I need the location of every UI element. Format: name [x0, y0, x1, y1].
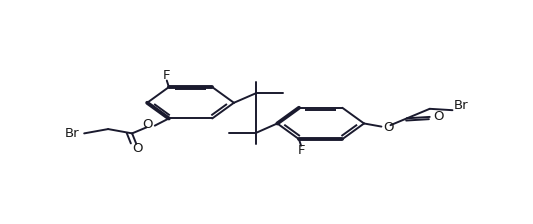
- Text: F: F: [163, 69, 171, 82]
- Text: O: O: [142, 118, 152, 131]
- Text: O: O: [132, 142, 143, 155]
- Text: F: F: [297, 144, 305, 157]
- Text: O: O: [433, 110, 444, 123]
- Text: O: O: [384, 121, 394, 134]
- Text: Br: Br: [64, 127, 79, 140]
- Text: Br: Br: [454, 99, 468, 112]
